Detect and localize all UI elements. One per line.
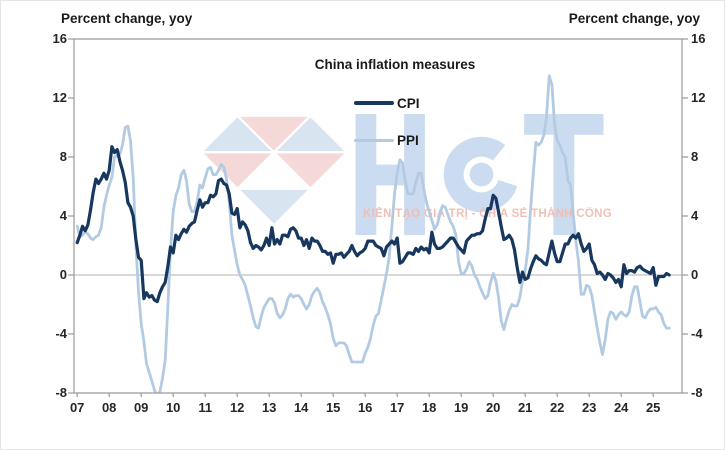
y-axis-label-left: -8 — [55, 385, 67, 400]
x-axis-label: 16 — [357, 400, 373, 415]
cpi-line — [75, 145, 671, 304]
ppi-line — [75, 74, 671, 393]
y-axis-label-left: 8 — [59, 149, 67, 164]
y-axis-label-right: 8 — [691, 149, 699, 164]
x-axis-label: 12 — [229, 400, 245, 415]
ppi-line-swatch — [354, 138, 394, 142]
x-axis-label: 15 — [325, 400, 341, 415]
legend-label-cpi: CPI — [397, 95, 420, 111]
chart-title: China inflation measures — [314, 57, 476, 72]
y-axis-label-right: -4 — [691, 326, 703, 341]
x-axis-label: 09 — [133, 400, 149, 415]
x-axis-label: 18 — [421, 400, 437, 415]
legend-item-cpi: CPI — [354, 95, 420, 111]
legend-label-ppi: PPI — [397, 132, 419, 148]
y-axis-label-right: 12 — [691, 90, 706, 105]
y-axis-label-right: -8 — [691, 385, 703, 400]
x-axis-label: 20 — [485, 400, 501, 415]
y-axis-label-left: 0 — [59, 267, 67, 282]
y-axis-label-left: -4 — [55, 326, 67, 341]
y-axis-label-right: 16 — [691, 31, 706, 46]
y-axis-label-left: 16 — [52, 31, 67, 46]
x-axis-label: 25 — [645, 400, 661, 415]
right-axis-title: Percent change, yoy — [568, 11, 700, 26]
x-axis-label: 14 — [293, 400, 309, 415]
x-axis-label: 17 — [389, 400, 405, 415]
x-axis-label: 22 — [549, 400, 565, 415]
x-axis-label: 21 — [517, 400, 533, 415]
x-axis-label: 23 — [581, 400, 597, 415]
x-axis-label: 08 — [101, 400, 117, 415]
left-axis-title: Percent change, yoy — [61, 11, 193, 26]
y-axis-label-left: 4 — [59, 208, 67, 223]
x-axis-label: 10 — [165, 400, 181, 415]
y-axis-label-right: 4 — [691, 208, 699, 223]
cpi-line-swatch — [354, 101, 394, 105]
legend-item-ppi: PPI — [354, 132, 419, 148]
y-axis-label-right: 0 — [691, 267, 699, 282]
x-axis-label: 11 — [198, 400, 213, 415]
y-axis-label-left: 12 — [52, 90, 67, 105]
x-axis-label: 07 — [69, 400, 85, 415]
x-axis-label: 13 — [261, 400, 277, 415]
x-axis-label: 19 — [453, 400, 469, 415]
x-axis-label: 24 — [613, 400, 629, 415]
